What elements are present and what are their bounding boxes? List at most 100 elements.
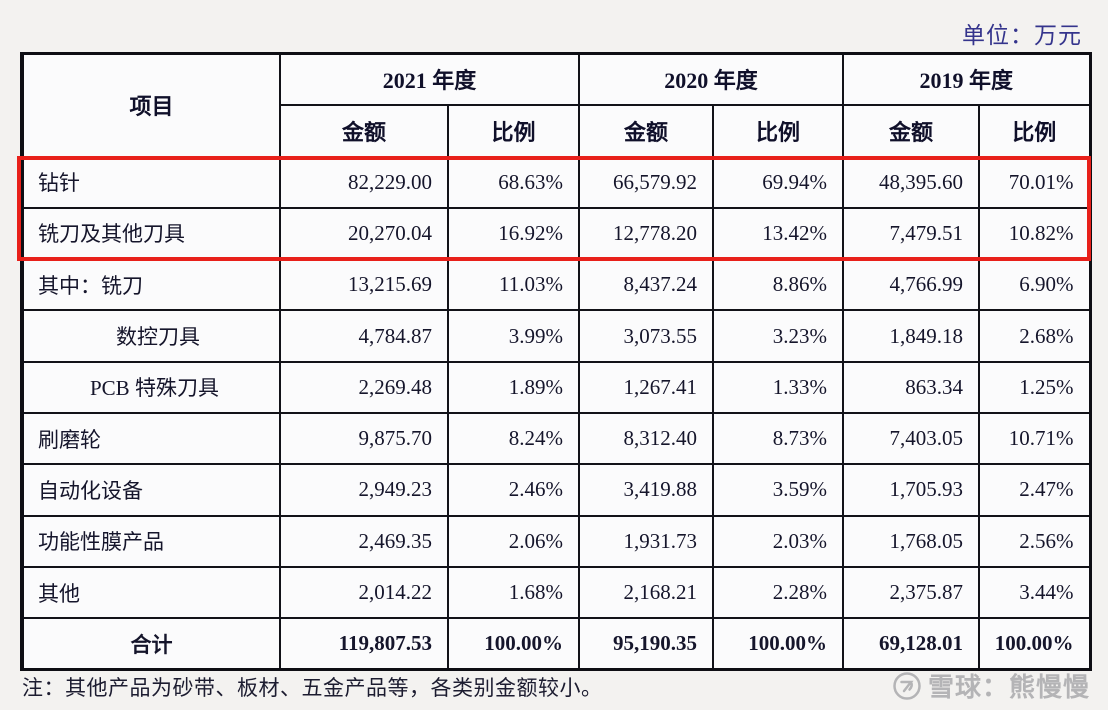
year-header-2021: 2021 年度 — [278, 52, 581, 106]
value-cell: 2.46% — [446, 463, 581, 517]
year-header-row: 项目 2021 年度 2020 年度 2019 年度 — [21, 52, 1092, 158]
table-row: 其他 2,014.22 1.68% 2,168.21 2.28% 2,375.87 3.44… — [21, 565, 1092, 620]
value-cell: 13.42% — [712, 206, 845, 261]
value-cell: 2.68% — [978, 309, 1092, 363]
value-cell: 13,215.69 — [279, 258, 449, 312]
value-cell: 7,403.05 — [842, 411, 981, 466]
value-cell: 4,766.99 — [842, 258, 981, 312]
ratio-header-2021: 比例 — [446, 103, 581, 158]
value-cell: 2.28% — [712, 565, 845, 620]
value-cell: 100.00% — [712, 617, 845, 671]
value-cell: 1,768.05 — [842, 514, 981, 568]
value-cell: 2,168.21 — [578, 565, 715, 620]
watermark: 雪球：熊慢慢 — [892, 667, 1090, 704]
value-cell: 1,849.18 — [842, 309, 981, 363]
row-label: 自动化设备 — [21, 463, 281, 517]
value-cell: 7,479.51 — [842, 206, 981, 261]
value-cell: 1,705.93 — [842, 463, 981, 517]
table-row: 自动化设备 2,949.23 2.46% 3,419.88 3.59% 1,705.93 2… — [21, 463, 1092, 517]
amount-header-2019: 金额 — [842, 103, 981, 158]
value-cell: 8,312.40 — [578, 411, 715, 466]
revenue-table: 项目 2021 年度 2020 年度 2019 年度 金额 比例 金额 比例 金… — [20, 52, 1092, 671]
value-cell: 2.56% — [978, 514, 1092, 568]
value-cell: 68.63% — [446, 155, 581, 209]
value-cell: 8,437.24 — [578, 258, 715, 312]
value-cell: 82,229.00 — [279, 155, 449, 209]
value-cell: 10.82% — [978, 206, 1092, 261]
value-cell: 2.47% — [978, 463, 1092, 517]
value-cell: 8.24% — [446, 411, 581, 466]
value-cell: 3,419.88 — [578, 463, 715, 517]
table-header: 项目 2021 年度 2020 年度 2019 年度 金额 比例 金额 比例 金… — [21, 52, 1092, 158]
value-cell: 2,949.23 — [279, 463, 449, 517]
xueqiu-logo-icon — [892, 671, 922, 701]
value-cell: 1.25% — [978, 360, 1092, 414]
item-column-header: 项目 — [21, 52, 281, 158]
table-row-highlighted: 钻针 82,229.00 68.63% 66,579.92 69.94% 48,395.6… — [21, 155, 1092, 209]
value-cell: 1,931.73 — [578, 514, 715, 568]
value-cell: 6.90% — [978, 258, 1092, 312]
table-row-highlighted: 铣刀及其他刀具 20,270.04 16.92% 12,778.20 13.42% 7,4… — [21, 206, 1092, 261]
year-header-2019: 2019 年度 — [842, 52, 1092, 106]
amount-header-2021: 金额 — [279, 103, 449, 158]
value-cell: 11.03% — [446, 258, 581, 312]
ratio-header-2019: 比例 — [978, 103, 1092, 158]
value-cell: 48,395.60 — [842, 155, 981, 209]
value-cell: 3.59% — [712, 463, 845, 517]
value-cell: 119,807.53 — [279, 617, 449, 671]
ratio-header-2020: 比例 — [712, 103, 845, 158]
value-cell: 1.33% — [712, 360, 845, 414]
row-label: 钻针 — [21, 155, 281, 209]
value-cell: 863.34 — [842, 360, 981, 414]
value-cell: 2,469.35 — [279, 514, 449, 568]
sub-header-row: 金额 比例 金额 比例 金额 比例 — [22, 103, 1092, 158]
value-cell: 66,579.92 — [578, 155, 715, 209]
row-label: 功能性膜产品 — [21, 514, 281, 568]
value-cell: 2.06% — [446, 514, 581, 568]
value-cell: 20,270.04 — [279, 206, 449, 261]
value-cell: 95,190.35 — [578, 617, 715, 671]
value-cell: 69,128.01 — [842, 617, 981, 671]
value-cell: 1.89% — [446, 360, 581, 414]
table-row: 其中：铣刀 13,215.69 11.03% 8,437.24 8.86% 4,766.9… — [21, 258, 1092, 312]
unit-label: 单位：万元 — [962, 23, 1082, 48]
total-row: 合计 119,807.53 100.00% 95,190.35 100.00% 69,12… — [21, 617, 1092, 671]
value-cell: 12,778.20 — [578, 206, 715, 261]
row-label: 数控刀具 — [21, 309, 281, 363]
value-cell: 4,784.87 — [279, 309, 449, 363]
row-label: 合计 — [21, 617, 281, 671]
value-cell: 100.00% — [978, 617, 1092, 671]
row-label: 铣刀及其他刀具 — [21, 206, 281, 261]
value-cell: 1,267.41 — [578, 360, 715, 414]
row-label: PCB 特殊刀具 — [21, 360, 281, 414]
table-body: 钻针 82,229.00 68.63% 66,579.92 69.94% 48,395.6… — [21, 155, 1092, 671]
value-cell: 16.92% — [446, 206, 581, 261]
year-header-2020: 2020 年度 — [578, 52, 845, 106]
row-label: 刷磨轮 — [21, 411, 281, 466]
table-row: 功能性膜产品 2,469.35 2.06% 1,931.73 2.03% 1,768.05… — [21, 514, 1092, 568]
value-cell: 3.23% — [712, 309, 845, 363]
value-cell: 8.86% — [712, 258, 845, 312]
value-cell: 9,875.70 — [279, 411, 449, 466]
watermark-text: 雪球：熊慢慢 — [927, 673, 1090, 702]
value-cell: 70.01% — [978, 155, 1092, 209]
revenue-table-wrap: 项目 2021 年度 2020 年度 2019 年度 金额 比例 金额 比例 金… — [17, 52, 1092, 671]
value-cell: 8.73% — [712, 411, 845, 466]
row-label: 其他 — [21, 565, 281, 620]
row-label: 其中：铣刀 — [21, 258, 281, 312]
value-cell: 100.00% — [446, 617, 581, 671]
value-cell: 1.68% — [446, 565, 581, 620]
value-cell: 10.71% — [978, 411, 1092, 466]
value-cell: 69.94% — [712, 155, 845, 209]
value-cell: 3,073.55 — [578, 309, 715, 363]
value-cell: 2,375.87 — [842, 565, 981, 620]
amount-header-2020: 金额 — [578, 103, 715, 158]
value-cell: 3.99% — [446, 309, 581, 363]
table-row: 数控刀具 4,784.87 3.99% 3,073.55 3.23% 1,849.18 2.… — [21, 309, 1092, 363]
footnote: 注：其他产品为砂带、板材、五金产品等，各类别金额较小。 — [22, 676, 603, 700]
value-cell: 2,269.48 — [279, 360, 449, 414]
value-cell: 2,014.22 — [279, 565, 449, 620]
value-cell: 2.03% — [712, 514, 845, 568]
value-cell: 3.44% — [978, 565, 1092, 620]
table-row: 刷磨轮 9,875.70 8.24% 8,312.40 8.73% 7,403.05 10.… — [21, 411, 1092, 466]
